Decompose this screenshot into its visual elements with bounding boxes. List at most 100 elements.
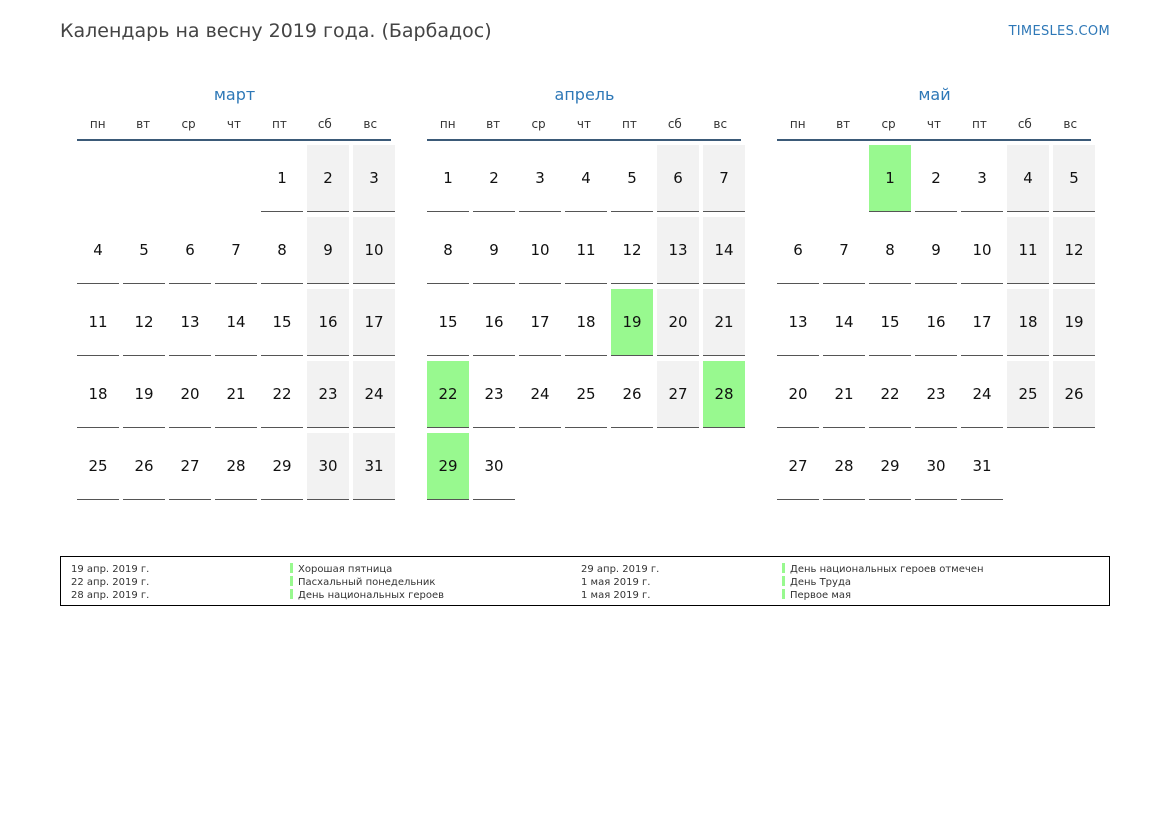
day-cell: 9: [473, 217, 515, 284]
day-cell: 24: [961, 361, 1003, 428]
holiday-marker: [290, 589, 293, 599]
weekday-label: вс: [363, 117, 378, 131]
day-cell: 19: [123, 361, 165, 428]
legend-holiday: День национальных героев отмечен: [782, 563, 983, 576]
weekend-day-cell: 13: [657, 217, 699, 284]
day-cell: 4: [77, 217, 119, 284]
empty-cell: [215, 145, 257, 212]
day-cell: 26: [123, 433, 165, 500]
legend-holiday: Хорошая пятница: [290, 563, 444, 576]
day-cell: 3: [961, 145, 1003, 212]
day-cell: 30: [473, 433, 515, 500]
weekend-day-cell: 10: [353, 217, 395, 284]
day-grid: 1 2 3 4 5 6 7 8 9 10 11 12 13 14 15 16 17 18 19 20 21 22 23 24 2…: [427, 145, 745, 500]
weekend-day-cell: 26: [1053, 361, 1095, 428]
empty-cell: [777, 145, 819, 212]
day-cell: 13: [777, 289, 819, 356]
day-cell: 17: [961, 289, 1003, 356]
month-name: апрель: [554, 85, 615, 104]
month-april: апрель пн вт ср чт пт сб вс 1 2 3 4 5 6 7 8 9 10 11 12 13 1…: [427, 84, 745, 500]
day-cell: 15: [869, 289, 911, 356]
empty-cell: [823, 145, 865, 212]
holiday-day-cell: 22: [427, 361, 469, 428]
weekend-day-cell: 6: [657, 145, 699, 212]
day-cell: 10: [519, 217, 561, 284]
day-cell: 6: [777, 217, 819, 284]
day-cell: 24: [519, 361, 561, 428]
month-may: май пн вт ср чт пт сб вс 1 2 3 4 5 6 7 8 9 10 11 12 13 14 15…: [777, 84, 1095, 500]
legend-date: 29 апр. 2019 г.: [581, 564, 660, 575]
holiday-legend: 19 апр. 2019 г. 22 апр. 2019 г. 28 апр. …: [60, 556, 1110, 606]
weekday-label: пн: [439, 117, 456, 131]
weekend-day-cell: 27: [657, 361, 699, 428]
day-cell: 20: [169, 361, 211, 428]
weekday-label: пн: [789, 117, 806, 131]
day-cell: 29: [261, 433, 303, 500]
weekend-day-cell: 2: [307, 145, 349, 212]
weekend-day-cell: 21: [703, 289, 745, 356]
legend-names-right: День национальных героев отмечен День Тр…: [782, 563, 983, 602]
page-title: Календарь на весну 2019 года. (Барбадос): [60, 20, 492, 42]
weekend-day-cell: 9: [307, 217, 349, 284]
day-cell: 3: [519, 145, 561, 212]
weekend-day-cell: 7: [703, 145, 745, 212]
day-cell: 28: [215, 433, 257, 500]
legend-holiday: День Труда: [782, 576, 983, 589]
weekday-label: пт: [621, 117, 637, 131]
holiday-marker: [290, 576, 293, 586]
legend-names-left: Хорошая пятница Пасхальный понедельник Д…: [290, 563, 444, 602]
day-cell: 8: [261, 217, 303, 284]
day-grid: 1 2 3 4 5 6 7 8 9 10 11 12 13 14 15 16 17 18 19 20 21 22 23 24 2…: [777, 145, 1095, 500]
legend-holiday-name: День национальных героев отмечен: [790, 564, 984, 575]
weekday-label: вс: [713, 117, 728, 131]
day-cell: 12: [611, 217, 653, 284]
month-march: март пн вт ср чт пт сб вс 1 2 3 4 5 6 7 8 9 10 11 12 13 14 1…: [77, 84, 395, 500]
weekday-label: сб: [667, 117, 682, 131]
weekday-header: пн вт ср чт пт сб вс: [777, 115, 1091, 141]
weekend-day-cell: 31: [353, 433, 395, 500]
day-cell: 25: [77, 433, 119, 500]
day-cell: 17: [519, 289, 561, 356]
weekday-label: пт: [271, 117, 287, 131]
weekday-label: чт: [576, 117, 592, 131]
legend-dates-left: 19 апр. 2019 г. 22 апр. 2019 г. 28 апр. …: [71, 563, 149, 602]
day-cell: 31: [961, 433, 1003, 500]
legend-holiday-name: Пасхальный понедельник: [298, 577, 436, 588]
day-cell: 1: [261, 145, 303, 212]
holiday-marker: [290, 563, 293, 573]
weekend-day-cell: 3: [353, 145, 395, 212]
day-cell: 22: [869, 361, 911, 428]
weekend-day-cell: 17: [353, 289, 395, 356]
month-name: май: [918, 85, 951, 104]
legend-holiday: День национальных героев: [290, 589, 444, 602]
site-link[interactable]: TIMESLES.COM: [1008, 24, 1110, 39]
day-cell: 23: [915, 361, 957, 428]
weekend-day-cell: 25: [1007, 361, 1049, 428]
weekday-label: вт: [836, 117, 851, 131]
holiday-day-cell: 19: [611, 289, 653, 356]
weekend-day-cell: 19: [1053, 289, 1095, 356]
day-cell: 25: [565, 361, 607, 428]
legend-date: 28 апр. 2019 г.: [71, 590, 150, 601]
weekend-day-cell: 16: [307, 289, 349, 356]
weekend-day-cell: 30: [307, 433, 349, 500]
holiday-day-cell: 28: [703, 361, 745, 428]
legend-holiday-name: День национальных героев: [298, 590, 445, 601]
day-cell: 20: [777, 361, 819, 428]
day-cell: 11: [565, 217, 607, 284]
legend-date: 19 апр. 2019 г.: [71, 564, 150, 575]
weekday-label: ср: [181, 117, 196, 131]
legend-holiday: Пасхальный понедельник: [290, 576, 444, 589]
weekday-label: сб: [317, 117, 332, 131]
day-cell: 18: [565, 289, 607, 356]
day-cell: 18: [77, 361, 119, 428]
holiday-day-cell: 1: [869, 145, 911, 212]
weekday-header: пн вт ср чт пт сб вс: [77, 115, 391, 141]
day-cell: 27: [169, 433, 211, 500]
legend-date: 22 апр. 2019 г.: [71, 577, 150, 588]
day-cell: 1: [427, 145, 469, 212]
weekend-day-cell: 18: [1007, 289, 1049, 356]
day-cell: 14: [215, 289, 257, 356]
holiday-marker: [782, 563, 785, 573]
weekday-label: вт: [136, 117, 151, 131]
